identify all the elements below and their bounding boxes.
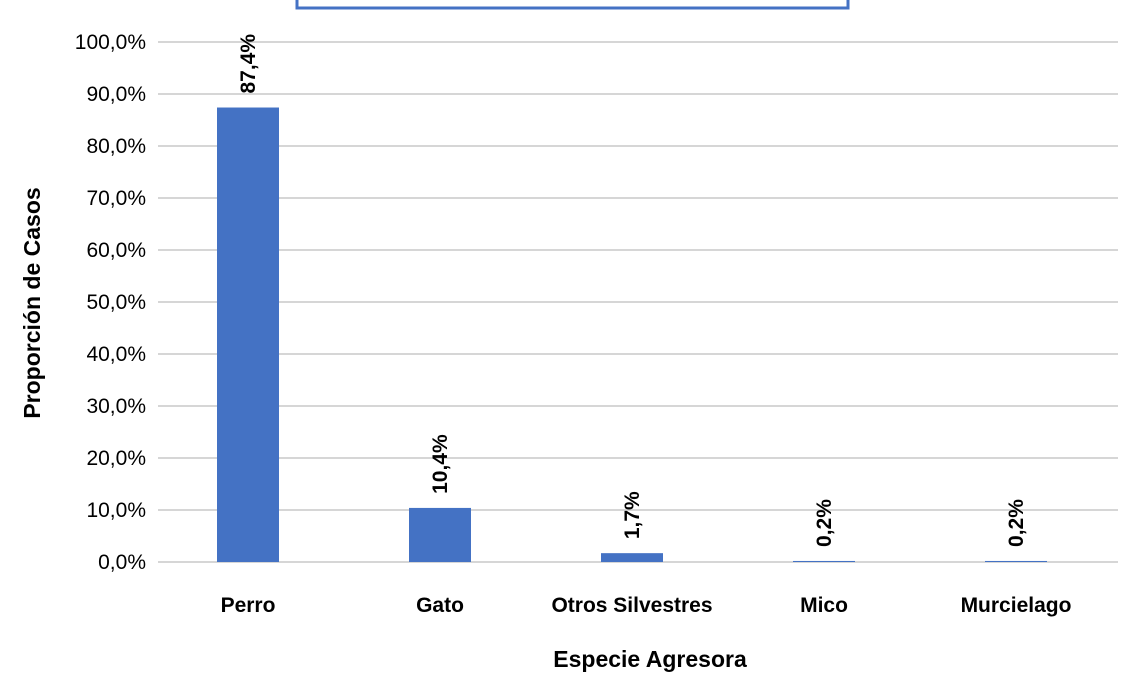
bar-perro [217,107,279,563]
x-category-label: Mico [800,594,848,617]
title-box [295,0,850,10]
y-tick-label: 20,0% [86,447,146,470]
bar-gato [409,507,471,562]
x-axis-title: Especie Agresora [553,646,747,672]
y-tick-label: 100,0% [75,31,146,54]
y-tick-label: 50,0% [86,291,146,314]
data-label: 10,4% [429,434,452,494]
y-axis-title: Proporción de Casos [19,187,45,418]
x-axis-categories: Perro Gato Otros Silvestres Mico Murcielago [221,594,1072,617]
y-tick-label: 0,0% [98,551,146,574]
bars [217,107,1047,563]
y-tick-label: 60,0% [86,239,146,262]
bar-mico [793,560,855,562]
y-tick-label: 80,0% [86,135,146,158]
data-label: 87,4% [237,34,260,94]
y-tick-label: 30,0% [86,395,146,418]
y-tick-label: 10,0% [86,499,146,522]
data-label: 0,2% [1005,499,1028,547]
data-labels: 87,4% 10,4% 1,7% 0,2% 0,2% [237,34,1028,547]
y-tick-label: 70,0% [86,187,146,210]
x-category-label: Perro [221,594,276,617]
bar-murcielago [985,560,1047,562]
bar-otros-silvestres [601,553,663,562]
data-label: 0,2% [813,499,836,547]
gridlines [158,41,1118,563]
x-category-label: Gato [416,594,464,617]
y-tick-label: 40,0% [86,343,146,366]
x-category-label: Otros Silvestres [551,594,712,617]
data-label: 1,7% [621,491,644,539]
x-category-label: Murcielago [961,594,1072,617]
y-axis-ticks: 0,0% 10,0% 20,0% 30,0% 40,0% 50,0% 60,0% 70,0% 8… [75,31,146,574]
y-tick-label: 90,0% [86,83,146,106]
